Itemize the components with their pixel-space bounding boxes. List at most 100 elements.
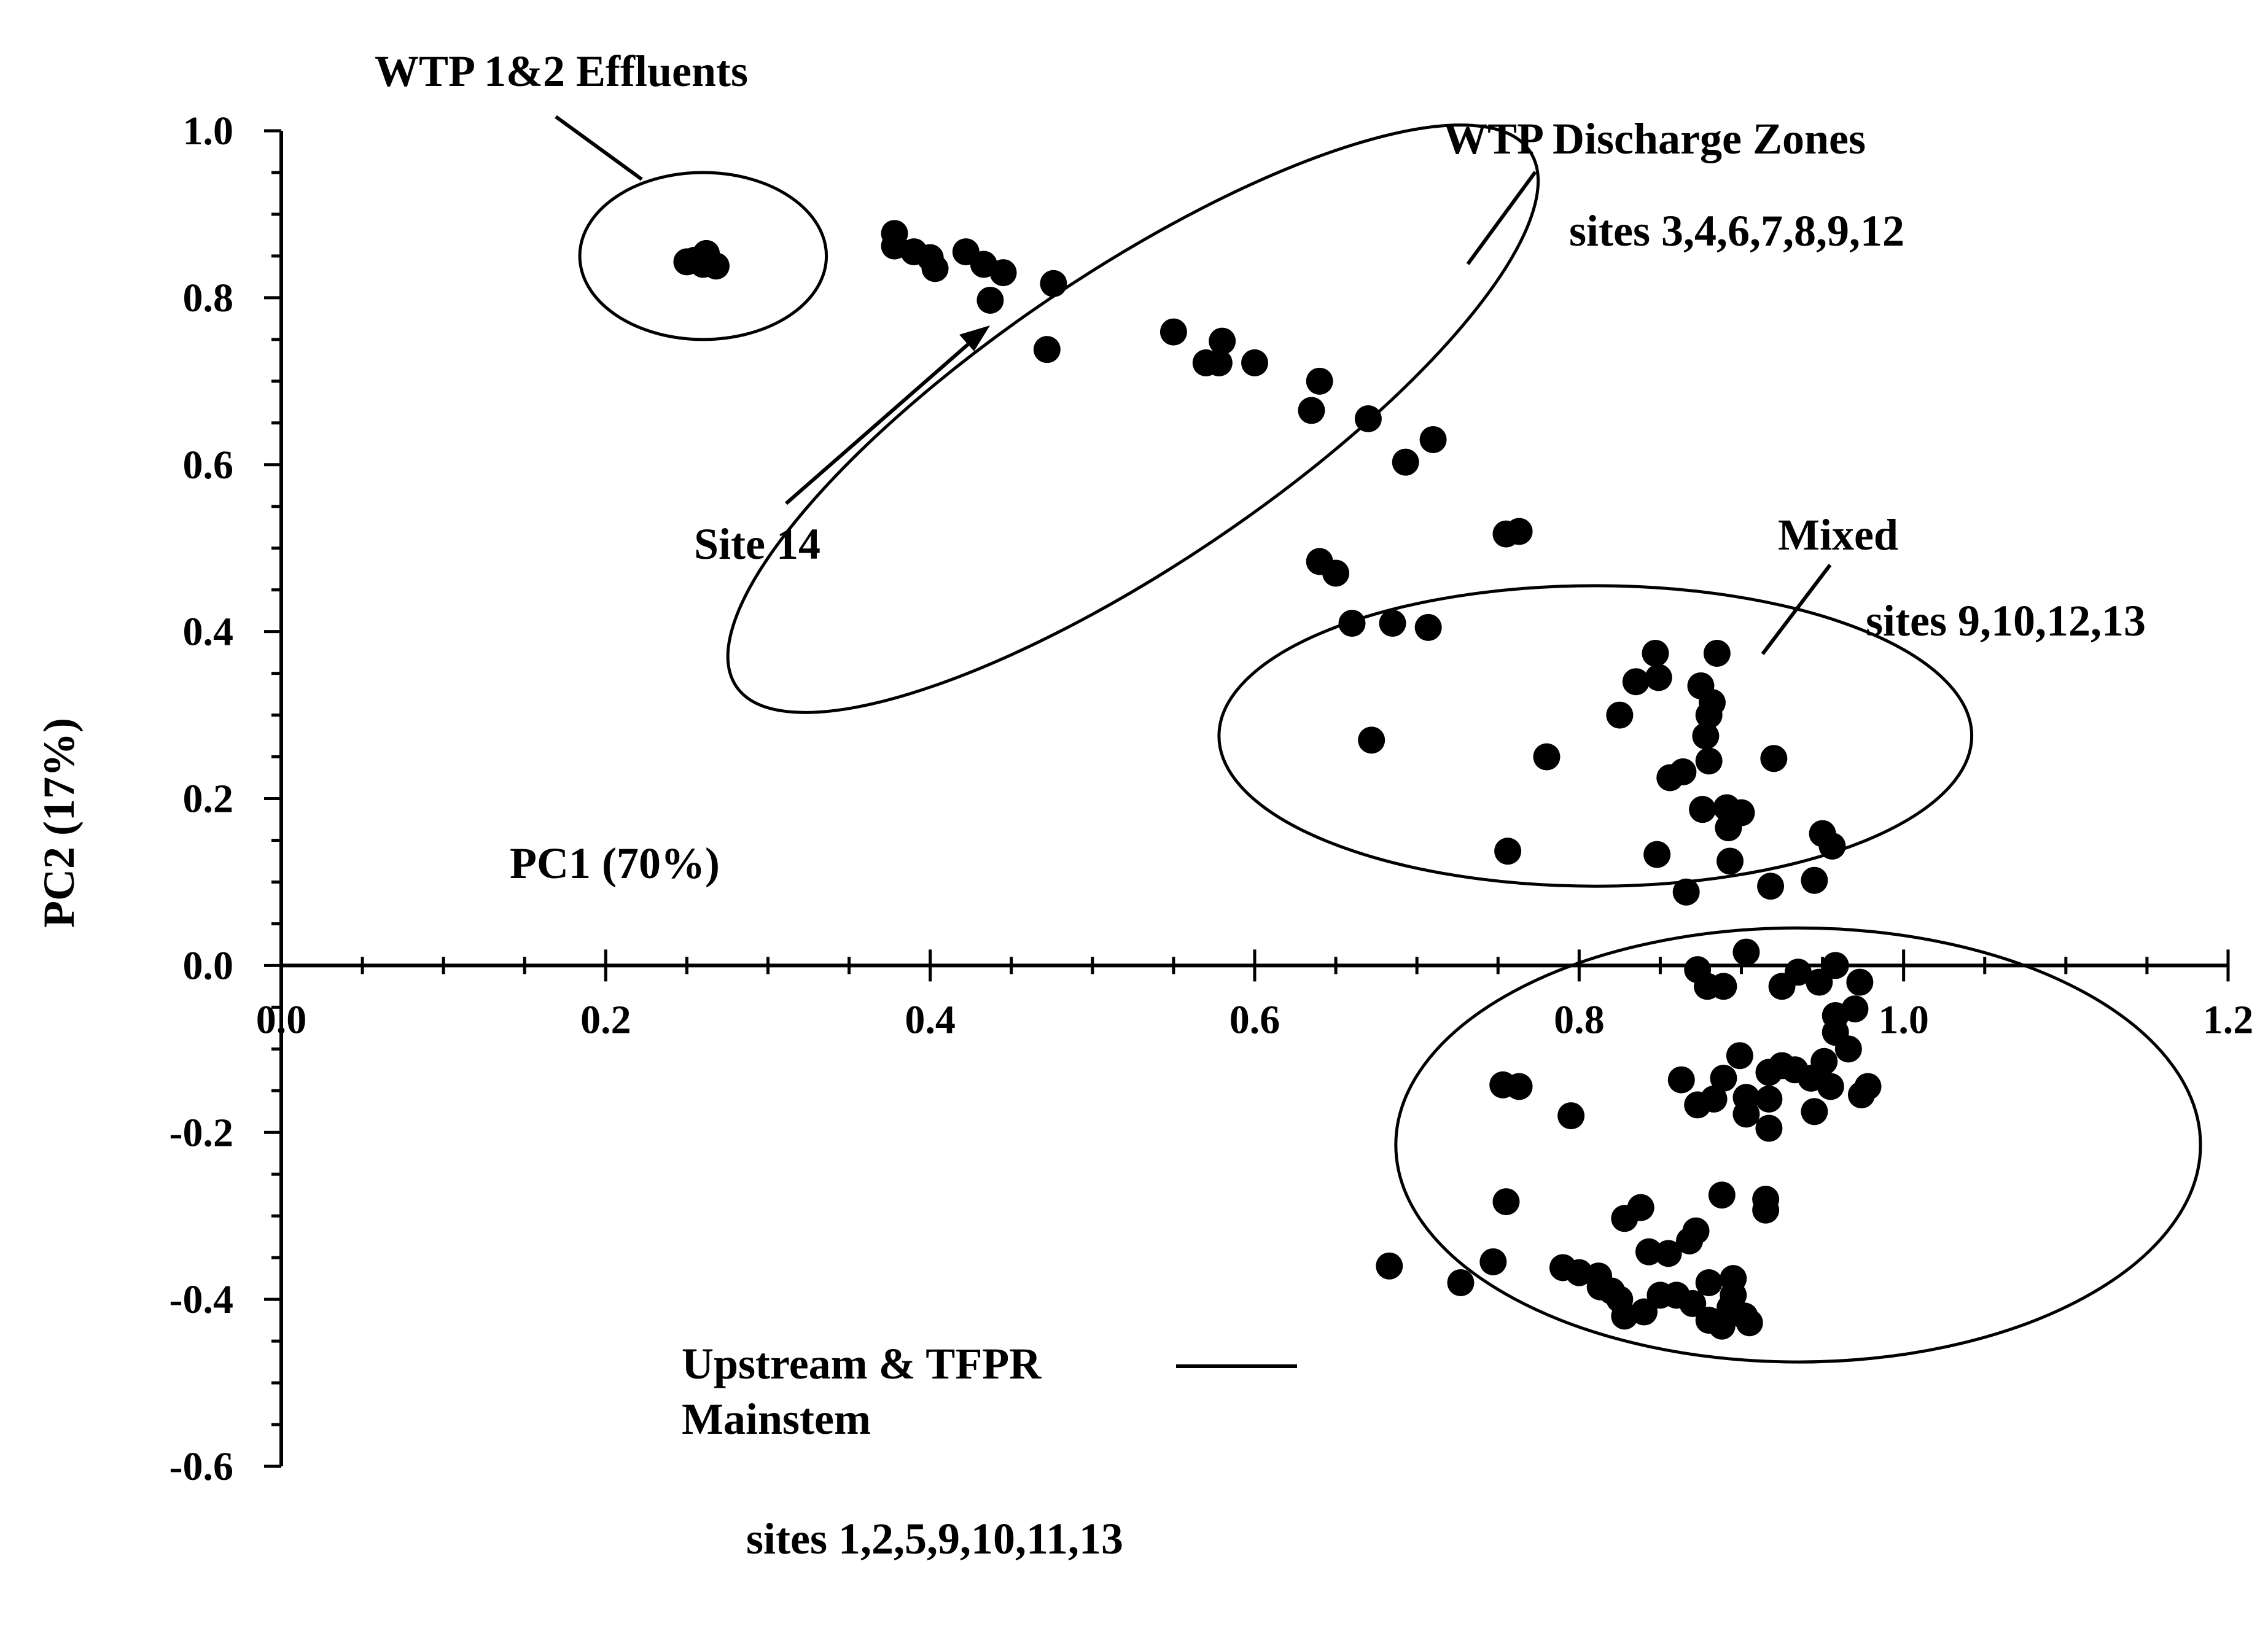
data-point-group-1: [1354, 405, 1382, 432]
data-point-group-2: [1801, 866, 1828, 894]
data-point-group-2: [1692, 722, 1720, 750]
y-tick-label: 0.0: [183, 943, 234, 988]
pointer-line-effluents: [555, 115, 643, 181]
group-ellipse-2: [1217, 584, 1974, 888]
data-point-group-1: [1033, 336, 1061, 364]
data-point-group-3: [1492, 1188, 1520, 1216]
data-point-group-3: [1720, 1281, 1747, 1309]
data-point-group-1: [1306, 367, 1333, 395]
y-tick-label: 0.4: [183, 610, 234, 655]
data-point-group-2: [1642, 639, 1669, 667]
data-point-group-3: [1822, 952, 1849, 979]
y-tick-label: -0.2: [170, 1110, 233, 1155]
data-point-group-3: [1752, 1196, 1780, 1224]
data-point-group-2: [1338, 610, 1366, 637]
data-point-group-2: [1606, 701, 1634, 729]
data-point-group-3: [1755, 1085, 1783, 1113]
data-point-group-1: [1159, 318, 1187, 346]
y-tick-label: 1.0: [183, 109, 234, 154]
group-ellipse-1: [726, 123, 1540, 714]
data-point-group-3: [1846, 968, 1874, 996]
data-point-group-3: [1806, 968, 1833, 996]
data-point-group-1: [1205, 349, 1233, 376]
data-point-group-2: [1533, 743, 1561, 771]
data-point-group-3: [1710, 1064, 1737, 1092]
y-tick-label: 0.2: [183, 777, 234, 822]
data-point-group-3: [1841, 995, 1869, 1023]
data-point-group-3: [1700, 1085, 1728, 1113]
x-tick-label: 0.2: [580, 997, 631, 1042]
data-point-group-2: [1818, 832, 1846, 860]
data-point-group-3: [1557, 1102, 1585, 1130]
data-point-group-3: [1708, 1181, 1736, 1209]
data-point-group-2: [1358, 726, 1385, 754]
data-point-group-3: [1447, 1269, 1475, 1296]
data-point-group-3: [1755, 1114, 1783, 1142]
data-point-group-1: [1392, 448, 1419, 476]
data-points: [673, 220, 1882, 1340]
pointer-line-site14: [785, 330, 984, 505]
data-point-group-3: [1679, 1289, 1707, 1317]
label-wtp-discharge-zones: WTP Discharge Zones: [1443, 114, 1866, 163]
data-point-group-2: [1622, 668, 1650, 696]
data-point-group-2: [1703, 639, 1731, 667]
data-point-group-3: [1631, 1298, 1658, 1326]
data-point-group-1: [1209, 327, 1236, 355]
data-point-group-1: [989, 259, 1017, 287]
x-axis-title: PC1 (70%): [510, 839, 720, 888]
y-tick-label: -0.6: [170, 1444, 233, 1489]
data-point-group-2: [1757, 873, 1785, 900]
axes: 0.0 0.2 0.4 0.6 0.8 1.0 1.2 1.0 0.8 0.6 0.4 0.2 0.0 -…: [170, 109, 2254, 1489]
data-point-group-2: [1494, 838, 1522, 865]
data-point-group-2: [1689, 796, 1717, 823]
data-point-group-3: [1695, 1269, 1723, 1296]
data-point-group-3: [1736, 1309, 1763, 1337]
data-point-group-2: [1414, 613, 1442, 641]
label-upstream-line1: Upstream & TFPR: [682, 1339, 1042, 1388]
data-point-group-1: [1419, 426, 1447, 453]
data-point-group-3: [1801, 1098, 1828, 1126]
data-point-group-1: [1322, 559, 1350, 587]
y-axis-title: PC2 (17%): [34, 718, 84, 928]
x-tick-label: 0.0: [256, 997, 307, 1042]
data-point-group-3: [1505, 1073, 1533, 1100]
annotations: WTP 1&2 Effluents WTP Discharge Zones si…: [34, 47, 2146, 1563]
data-point-group-3: [1854, 1073, 1882, 1100]
data-point-group-2: [1715, 814, 1742, 842]
data-point-group-3: [1817, 1073, 1844, 1100]
data-point-group-1: [1505, 518, 1533, 545]
data-point-group-2: [1672, 878, 1700, 906]
x-tick-label: 1.0: [1878, 997, 1929, 1042]
data-point-group-3: [1682, 1217, 1710, 1245]
data-point-group-3: [1479, 1248, 1507, 1275]
data-point-group-3: [1667, 1066, 1695, 1094]
label-site-14: Site 14: [694, 519, 820, 569]
group-ellipses: [578, 123, 2202, 1364]
label-mixed: Mixed: [1778, 510, 1898, 559]
pointer-line-mixed: [1761, 564, 1832, 655]
data-point-group-3: [1376, 1252, 1403, 1280]
label-discharge-sites: sites 3,4,6,7,8,9,12: [1569, 206, 1904, 255]
data-point-group-3: [1810, 1048, 1838, 1075]
data-point-group-3: [1654, 1240, 1682, 1267]
label-wtp-effluents: WTP 1&2 Effluents: [375, 47, 748, 96]
data-point-group-2: [1669, 758, 1697, 785]
data-point-group-3: [1732, 1100, 1760, 1128]
data-point-group-2: [1760, 745, 1788, 772]
data-point-group-2: [1645, 664, 1672, 691]
data-point-group-1: [1241, 349, 1268, 376]
data-point-group-3: [1627, 1194, 1654, 1221]
x-tick-label: 1.2: [2203, 997, 2254, 1042]
data-point-group-2: [1643, 841, 1671, 868]
data-point-group-2: [1695, 747, 1723, 775]
y-tick-label: 0.6: [183, 443, 234, 488]
data-point-group-1: [921, 255, 949, 282]
data-point-group-0: [673, 248, 701, 276]
data-point-group-3: [1768, 973, 1796, 1000]
label-mixed-sites: sites 9,10,12,13: [1866, 596, 2146, 645]
pointer-line-discharge: [1466, 171, 1537, 265]
data-point-group-3: [1726, 1042, 1753, 1070]
data-point-group-2: [1379, 610, 1406, 637]
y-tick-label: -0.4: [170, 1277, 233, 1322]
